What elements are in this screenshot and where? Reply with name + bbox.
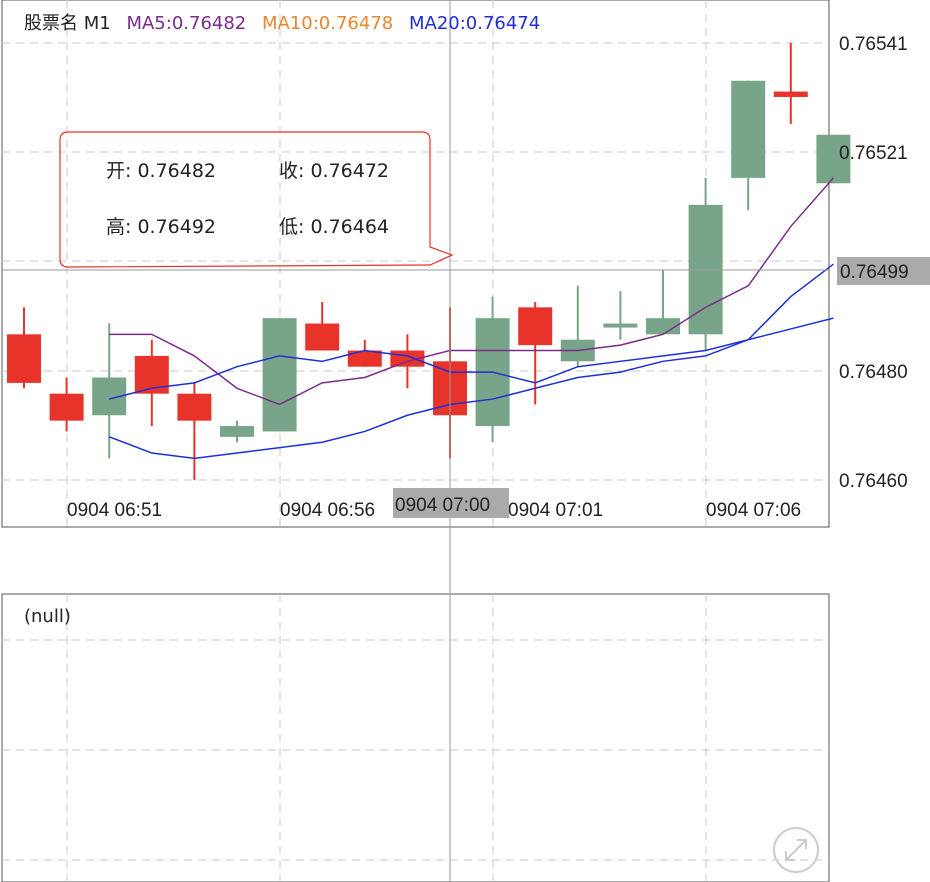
candle bbox=[220, 420, 254, 443]
candle-body bbox=[646, 318, 680, 335]
ma20-line bbox=[108, 317, 834, 460]
candle-body bbox=[177, 393, 212, 421]
candle bbox=[347, 339, 382, 367]
time-axis-label: 0904 07:06 bbox=[706, 500, 801, 521]
expand-icon-circle bbox=[773, 827, 819, 873]
candle-body bbox=[7, 334, 41, 383]
candle-body bbox=[816, 134, 851, 184]
info-open: 开: 0.76482 bbox=[106, 160, 217, 182]
legend-ma20: MA20:0.76474 bbox=[408, 13, 541, 34]
candle-body bbox=[731, 80, 766, 178]
ma10-line bbox=[109, 263, 834, 400]
candle-body bbox=[305, 323, 340, 351]
candle bbox=[688, 177, 723, 351]
candle bbox=[49, 377, 84, 432]
ma-legend: 股票名 M1 MA5:0.76482 MA10:0.76478 MA20:0.7… bbox=[24, 9, 550, 35]
candle-body bbox=[603, 323, 638, 328]
expand-icon[interactable] bbox=[773, 827, 819, 873]
candle-body bbox=[773, 91, 808, 97]
candle-body bbox=[518, 307, 553, 346]
crosshair-price-label: 0.76499 bbox=[840, 262, 909, 283]
candle bbox=[475, 296, 510, 443]
candle bbox=[7, 307, 41, 389]
price-axis-label: 0.76480 bbox=[839, 362, 908, 383]
crosshair-time-badge bbox=[393, 488, 509, 518]
info-high: 高: 0.76492 bbox=[106, 216, 217, 238]
main-chart-frame bbox=[1, 0, 830, 528]
crosshair-price-badge bbox=[837, 257, 930, 285]
info-close: 收: 0.76472 bbox=[279, 160, 390, 182]
candle bbox=[773, 43, 808, 124]
time-axis-label: 0904 06:56 bbox=[280, 500, 375, 521]
candle bbox=[262, 318, 297, 432]
candle bbox=[560, 285, 595, 367]
candle bbox=[92, 323, 127, 459]
sub-chart-frame bbox=[1, 593, 830, 882]
info-box-outline bbox=[59, 131, 454, 268]
legend-ma5: MA5:0.76482 bbox=[126, 13, 247, 34]
candle-body bbox=[49, 393, 84, 421]
price-axis-label: 0.76521 bbox=[839, 143, 908, 164]
ma5-line bbox=[109, 177, 834, 406]
time-axis-label: 0904 06:51 bbox=[67, 500, 162, 521]
crosshair-time-label: 0904 07:00 bbox=[395, 495, 490, 516]
legend-ma10: MA10:0.76478 bbox=[261, 13, 394, 34]
sub-chart-label: (null) bbox=[24, 606, 71, 627]
legend-title: 股票名 M1 bbox=[24, 13, 111, 34]
candle-body bbox=[220, 426, 254, 437]
candle bbox=[177, 382, 212, 480]
candle bbox=[134, 339, 169, 427]
candle bbox=[305, 301, 340, 351]
candle bbox=[603, 291, 638, 340]
candle bbox=[731, 80, 766, 211]
expand-icon-arrow bbox=[785, 839, 807, 861]
expand-icon-tail bbox=[785, 851, 795, 861]
time-axis-label: 0904 07:01 bbox=[508, 500, 603, 521]
candle-body bbox=[262, 318, 297, 432]
expand-icon-head bbox=[797, 839, 807, 849]
info-low: 低: 0.76464 bbox=[279, 216, 390, 238]
candle-body bbox=[347, 350, 382, 367]
candle bbox=[646, 269, 680, 335]
candle bbox=[816, 134, 851, 184]
price-axis-label: 0.76460 bbox=[839, 471, 908, 492]
price-axis-label: 0.76541 bbox=[839, 34, 908, 55]
candle bbox=[518, 301, 553, 405]
